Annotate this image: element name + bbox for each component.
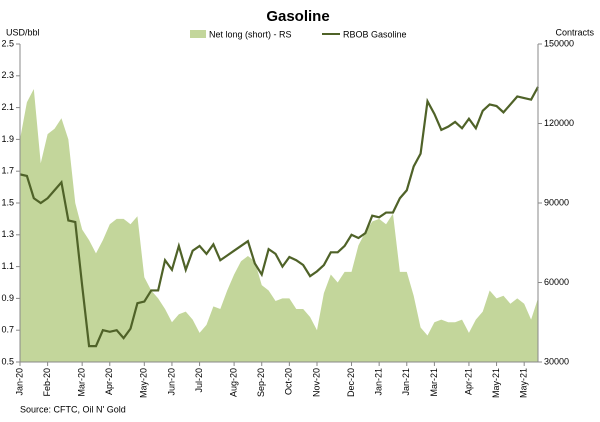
y-tick-label: 1.7 <box>1 166 14 176</box>
y2-tick-label: 90000 <box>544 197 569 207</box>
x-tick-label: May-21 <box>519 368 529 398</box>
x-tick-label: Oct-20 <box>284 368 294 395</box>
source: Source: CFTC, Oil N' Gold <box>20 404 126 414</box>
x-tick-label: Jan-20 <box>14 368 24 396</box>
x-tick-label: Apr-20 <box>104 368 114 395</box>
chart-title: Gasoline <box>266 8 329 25</box>
x-tick-label: Feb-20 <box>42 368 52 397</box>
y-tick-label: 0.5 <box>1 356 14 366</box>
y-tick-label: 0.9 <box>1 293 14 303</box>
y2-tick-label: 60000 <box>544 277 569 287</box>
legend-label: Net long (short) - RS <box>209 29 292 39</box>
y2-tick-label: 30000 <box>544 356 569 366</box>
y-tick-label: 2.1 <box>1 102 14 112</box>
y-tick-label: 2.3 <box>1 70 14 80</box>
x-tick-label: Jul-20 <box>194 368 204 393</box>
y-tick-label: 0.7 <box>1 325 14 335</box>
x-tick-label: May-20 <box>139 368 149 398</box>
x-tick-label: Sep-20 <box>256 368 266 397</box>
legend-swatch <box>190 30 206 38</box>
area <box>20 89 538 363</box>
y-axis-title: USD/bbl <box>6 27 40 37</box>
x-tick-label: May-21 <box>491 368 501 398</box>
y2-tick-label: 120000 <box>544 118 574 128</box>
y-tick-label: 1.1 <box>1 261 14 271</box>
y-tick-label: 1.3 <box>1 229 14 239</box>
x-tick-label: Jan-21 <box>401 368 411 396</box>
line <box>19 86 539 348</box>
x-tick-label: Mar-20 <box>77 368 87 397</box>
legend-label: RBOB Gasoline <box>343 29 407 39</box>
y-tick-label: 1.5 <box>1 197 14 207</box>
y-tick-label: 1.9 <box>1 134 14 144</box>
y2-axis-title: Contracts <box>555 27 594 37</box>
x-tick-label: Dec-20 <box>346 368 356 397</box>
x-tick-label: Aug-20 <box>228 368 238 397</box>
y2-tick-label: 150000 <box>544 38 574 48</box>
y-tick-label: 2.5 <box>1 38 14 48</box>
x-tick-label: Nov-20 <box>311 368 321 397</box>
x-tick-label: Mar-21 <box>429 368 439 397</box>
x-tick-label: Jan-21 <box>374 368 384 396</box>
x-tick-label: Apr-21 <box>463 368 473 395</box>
x-tick-label: Jun-20 <box>166 368 176 396</box>
